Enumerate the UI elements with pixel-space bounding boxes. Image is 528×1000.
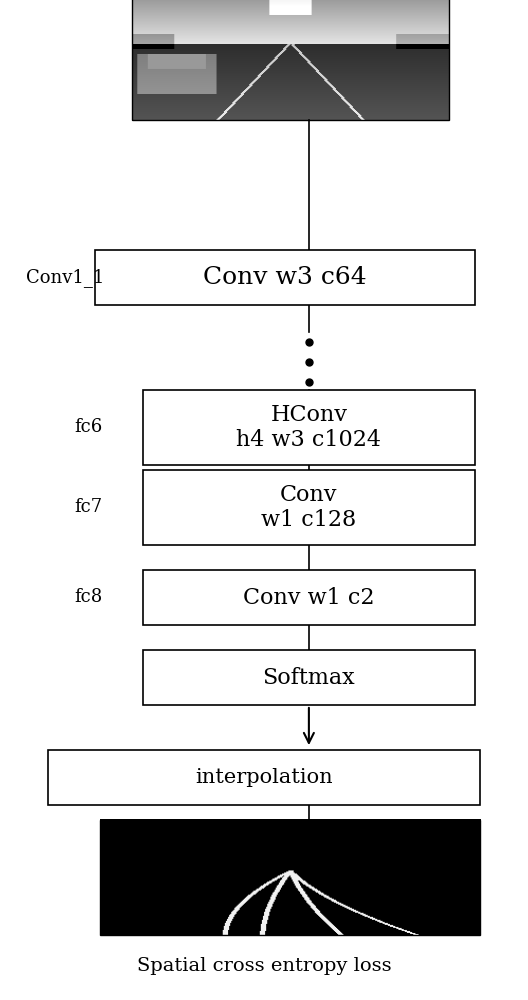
FancyBboxPatch shape [143,650,475,705]
Text: fc7: fc7 [74,498,102,516]
FancyBboxPatch shape [95,250,475,305]
FancyBboxPatch shape [143,570,475,625]
Text: Softmax: Softmax [262,666,355,688]
Text: interpolation: interpolation [195,768,333,787]
Text: fc6: fc6 [74,418,102,436]
Text: Conv1_1: Conv1_1 [26,268,105,287]
FancyBboxPatch shape [143,470,475,545]
FancyBboxPatch shape [48,750,480,805]
Text: HConv
h4 w3 c1024: HConv h4 w3 c1024 [237,404,381,451]
Text: Conv w3 c64: Conv w3 c64 [203,266,367,289]
Text: fc8: fc8 [74,588,102,606]
Text: Spatial cross entropy loss: Spatial cross entropy loss [137,957,391,975]
Text: Conv w1 c2: Conv w1 c2 [243,586,375,608]
Text: Conv
w1 c128: Conv w1 c128 [261,484,356,531]
FancyBboxPatch shape [143,390,475,465]
